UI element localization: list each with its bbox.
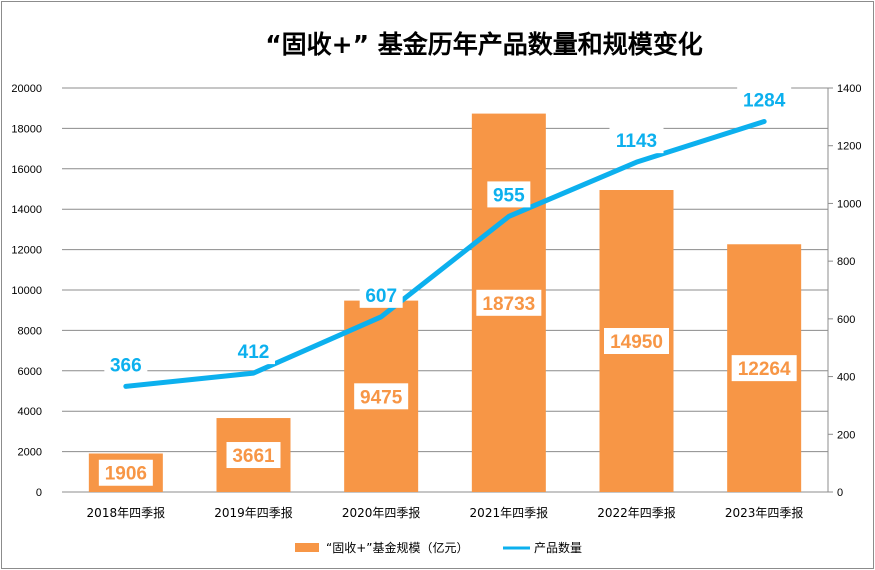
line-data-label: 607: [359, 281, 403, 308]
line-path: [123, 118, 767, 389]
x-tick-label: 2023年四季报: [725, 505, 804, 520]
legend-label-bar: “固收+”基金规模（亿元）: [326, 540, 469, 555]
x-tick-label: 2018年四季报: [87, 505, 166, 520]
line-data-label-box: [487, 181, 531, 208]
data-labels: 1906 3661 9475 18733 14950 12264 366 412 607 955 1…: [98, 86, 797, 486]
line-data-label-text: 1284: [743, 90, 786, 111]
y-right-tick-label: 600: [837, 314, 855, 326]
bar-data-label: 12264: [731, 355, 797, 382]
bar-data-label-box: [476, 289, 542, 316]
bar-data-label-box: [604, 328, 669, 355]
y-right-tick-label: 1000: [837, 198, 861, 210]
line-data-label: 412: [232, 338, 275, 365]
line-data-label-box: [232, 338, 275, 365]
line-data-label: 1143: [609, 127, 664, 154]
bar-data-label-text: 14950: [610, 332, 663, 353]
y-left-tick-label: 14000: [11, 204, 42, 216]
bar-data-label-text: 9475: [360, 387, 403, 408]
line-data-label-text: 412: [238, 342, 270, 363]
x-tick-label: 2019年四季报: [214, 505, 293, 520]
y-left-tick-label: 6000: [18, 366, 42, 378]
bar-data-label: 9475: [354, 383, 409, 410]
legend-label-line: 产品数量: [534, 540, 582, 555]
bar-data-label-text: 12264: [738, 359, 791, 380]
x-tick-label: 2022年四季报: [597, 505, 676, 520]
y-right-tick-label: 0: [837, 487, 843, 499]
line-data-label-text: 607: [365, 286, 397, 307]
line-data-label: 1284: [737, 86, 792, 113]
bar-series: [88, 113, 802, 493]
line-data-label-box: [104, 351, 148, 378]
line-data-label: 955: [487, 181, 531, 208]
y-left-tick-label: 12000: [11, 245, 42, 257]
x-tick-label: 2021年四季报: [470, 505, 549, 520]
bar-data-label: 3661: [226, 442, 281, 469]
line-data-label-text: 1143: [616, 131, 657, 152]
bar-data-label-box: [731, 355, 797, 382]
y-right-tick-label: 400: [837, 372, 855, 384]
bar-data-label-box: [354, 383, 409, 410]
gridlines: [62, 87, 828, 493]
line-data-label-text: 955: [493, 185, 525, 206]
line-data-label-text: 366: [110, 355, 142, 376]
chart-title: “固收+” 基金历年产品数量和规模变化: [265, 30, 703, 59]
y-left-tick-label: 4000: [18, 406, 42, 418]
y-right-tick-label: 800: [837, 256, 855, 268]
y-left-tick-label: 16000: [11, 164, 42, 176]
y-right-tick-label: 200: [837, 429, 855, 441]
y-right-tick-label: 1400: [837, 83, 861, 95]
y-left-tick-label: 8000: [18, 325, 42, 337]
y-left-tick-label: 2000: [18, 447, 42, 459]
y-left-tick-label: 18000: [11, 123, 42, 135]
line-data-label: 366: [104, 351, 148, 378]
x-tick-label: 2020年四季报: [342, 505, 421, 520]
y-right-tick-label: 1200: [837, 141, 861, 153]
legend-swatch-bar: [295, 543, 319, 552]
bar-data-label-box: [98, 459, 153, 486]
bar-data-label-text: 1906: [105, 464, 147, 485]
bar-data-label-text: 18733: [482, 294, 535, 315]
bar-data-label: 1906: [98, 459, 153, 486]
bar-data-label: 18733: [476, 289, 542, 316]
bar-data-label-box: [226, 442, 281, 469]
line-data-label-box: [359, 281, 403, 308]
legend: “固收+”基金规模（亿元） 产品数量: [295, 540, 582, 555]
line-data-label-box: [737, 86, 792, 113]
y-left-tick-label: 0: [36, 487, 42, 499]
y-left-tick-label: 20000: [11, 83, 42, 95]
line-series: [123, 118, 767, 389]
axes: 0200040006000800010000120001400016000180…: [11, 83, 861, 520]
bar-data-label-text: 3661: [232, 446, 275, 467]
bar-data-label: 14950: [604, 328, 669, 355]
y-left-tick-label: 10000: [11, 285, 42, 297]
line-data-label-box: [609, 127, 664, 154]
